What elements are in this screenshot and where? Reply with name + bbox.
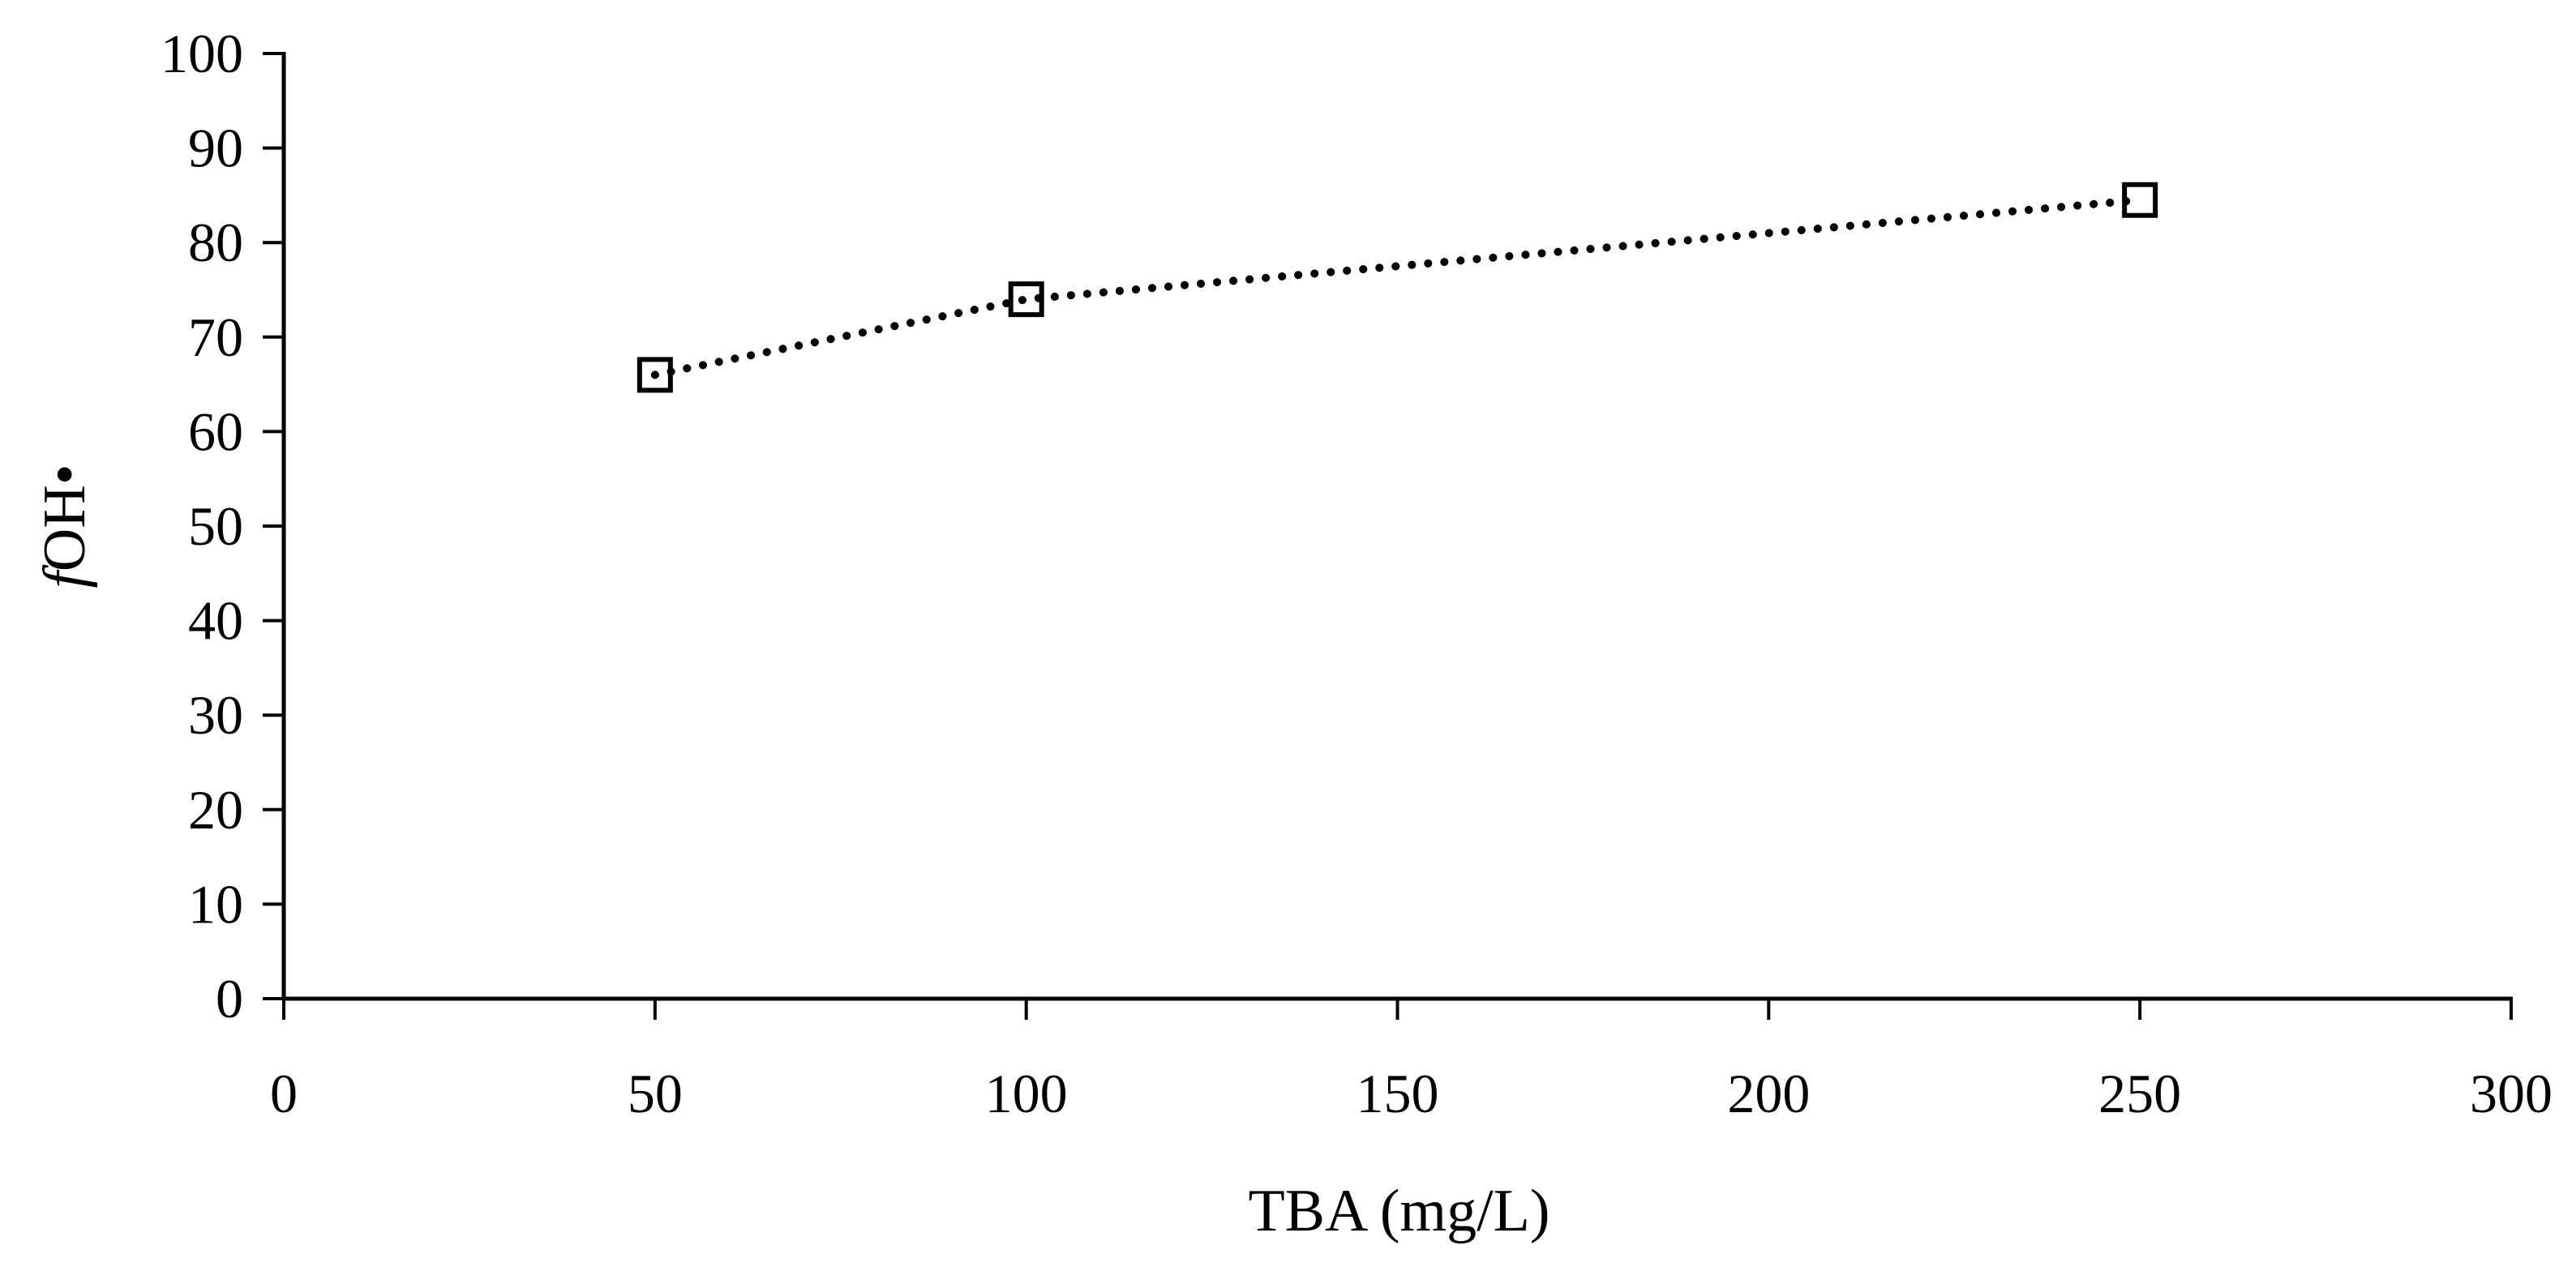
- y-tick-label: 90: [188, 118, 243, 179]
- x-tick-label: 50: [628, 1063, 683, 1124]
- y-axis-title-rest: OH•: [32, 464, 98, 571]
- y-tick-label: 0: [216, 968, 243, 1029]
- x-tick-label: 250: [2098, 1063, 2181, 1124]
- y-tick-label: 20: [188, 779, 243, 841]
- x-axis-title: TBA (mg/L): [1248, 1178, 1549, 1244]
- y-tick-label: 50: [188, 495, 243, 557]
- data-point-marker: [636, 357, 673, 393]
- y-axis-title: fOH•: [32, 464, 98, 588]
- x-tick-label: 0: [270, 1063, 298, 1124]
- x-tick-label: 150: [1357, 1063, 1439, 1124]
- y-tick-label: 100: [161, 23, 243, 84]
- x-tick-label: 100: [985, 1063, 1068, 1124]
- y-tick-label: 80: [188, 212, 243, 273]
- data-point-marker: [2122, 182, 2158, 218]
- data-point-marker: [1008, 281, 1044, 318]
- y-tick-label: 60: [188, 400, 243, 462]
- x-tick-label: 300: [2470, 1063, 2552, 1124]
- y-tick-label: 70: [188, 306, 243, 368]
- series-line: [650, 195, 2145, 379]
- y-tick-label: 40: [188, 590, 243, 652]
- y-tick-label: 10: [188, 873, 243, 935]
- x-tick-label: 200: [1727, 1063, 1810, 1124]
- y-tick-label: 30: [188, 684, 243, 746]
